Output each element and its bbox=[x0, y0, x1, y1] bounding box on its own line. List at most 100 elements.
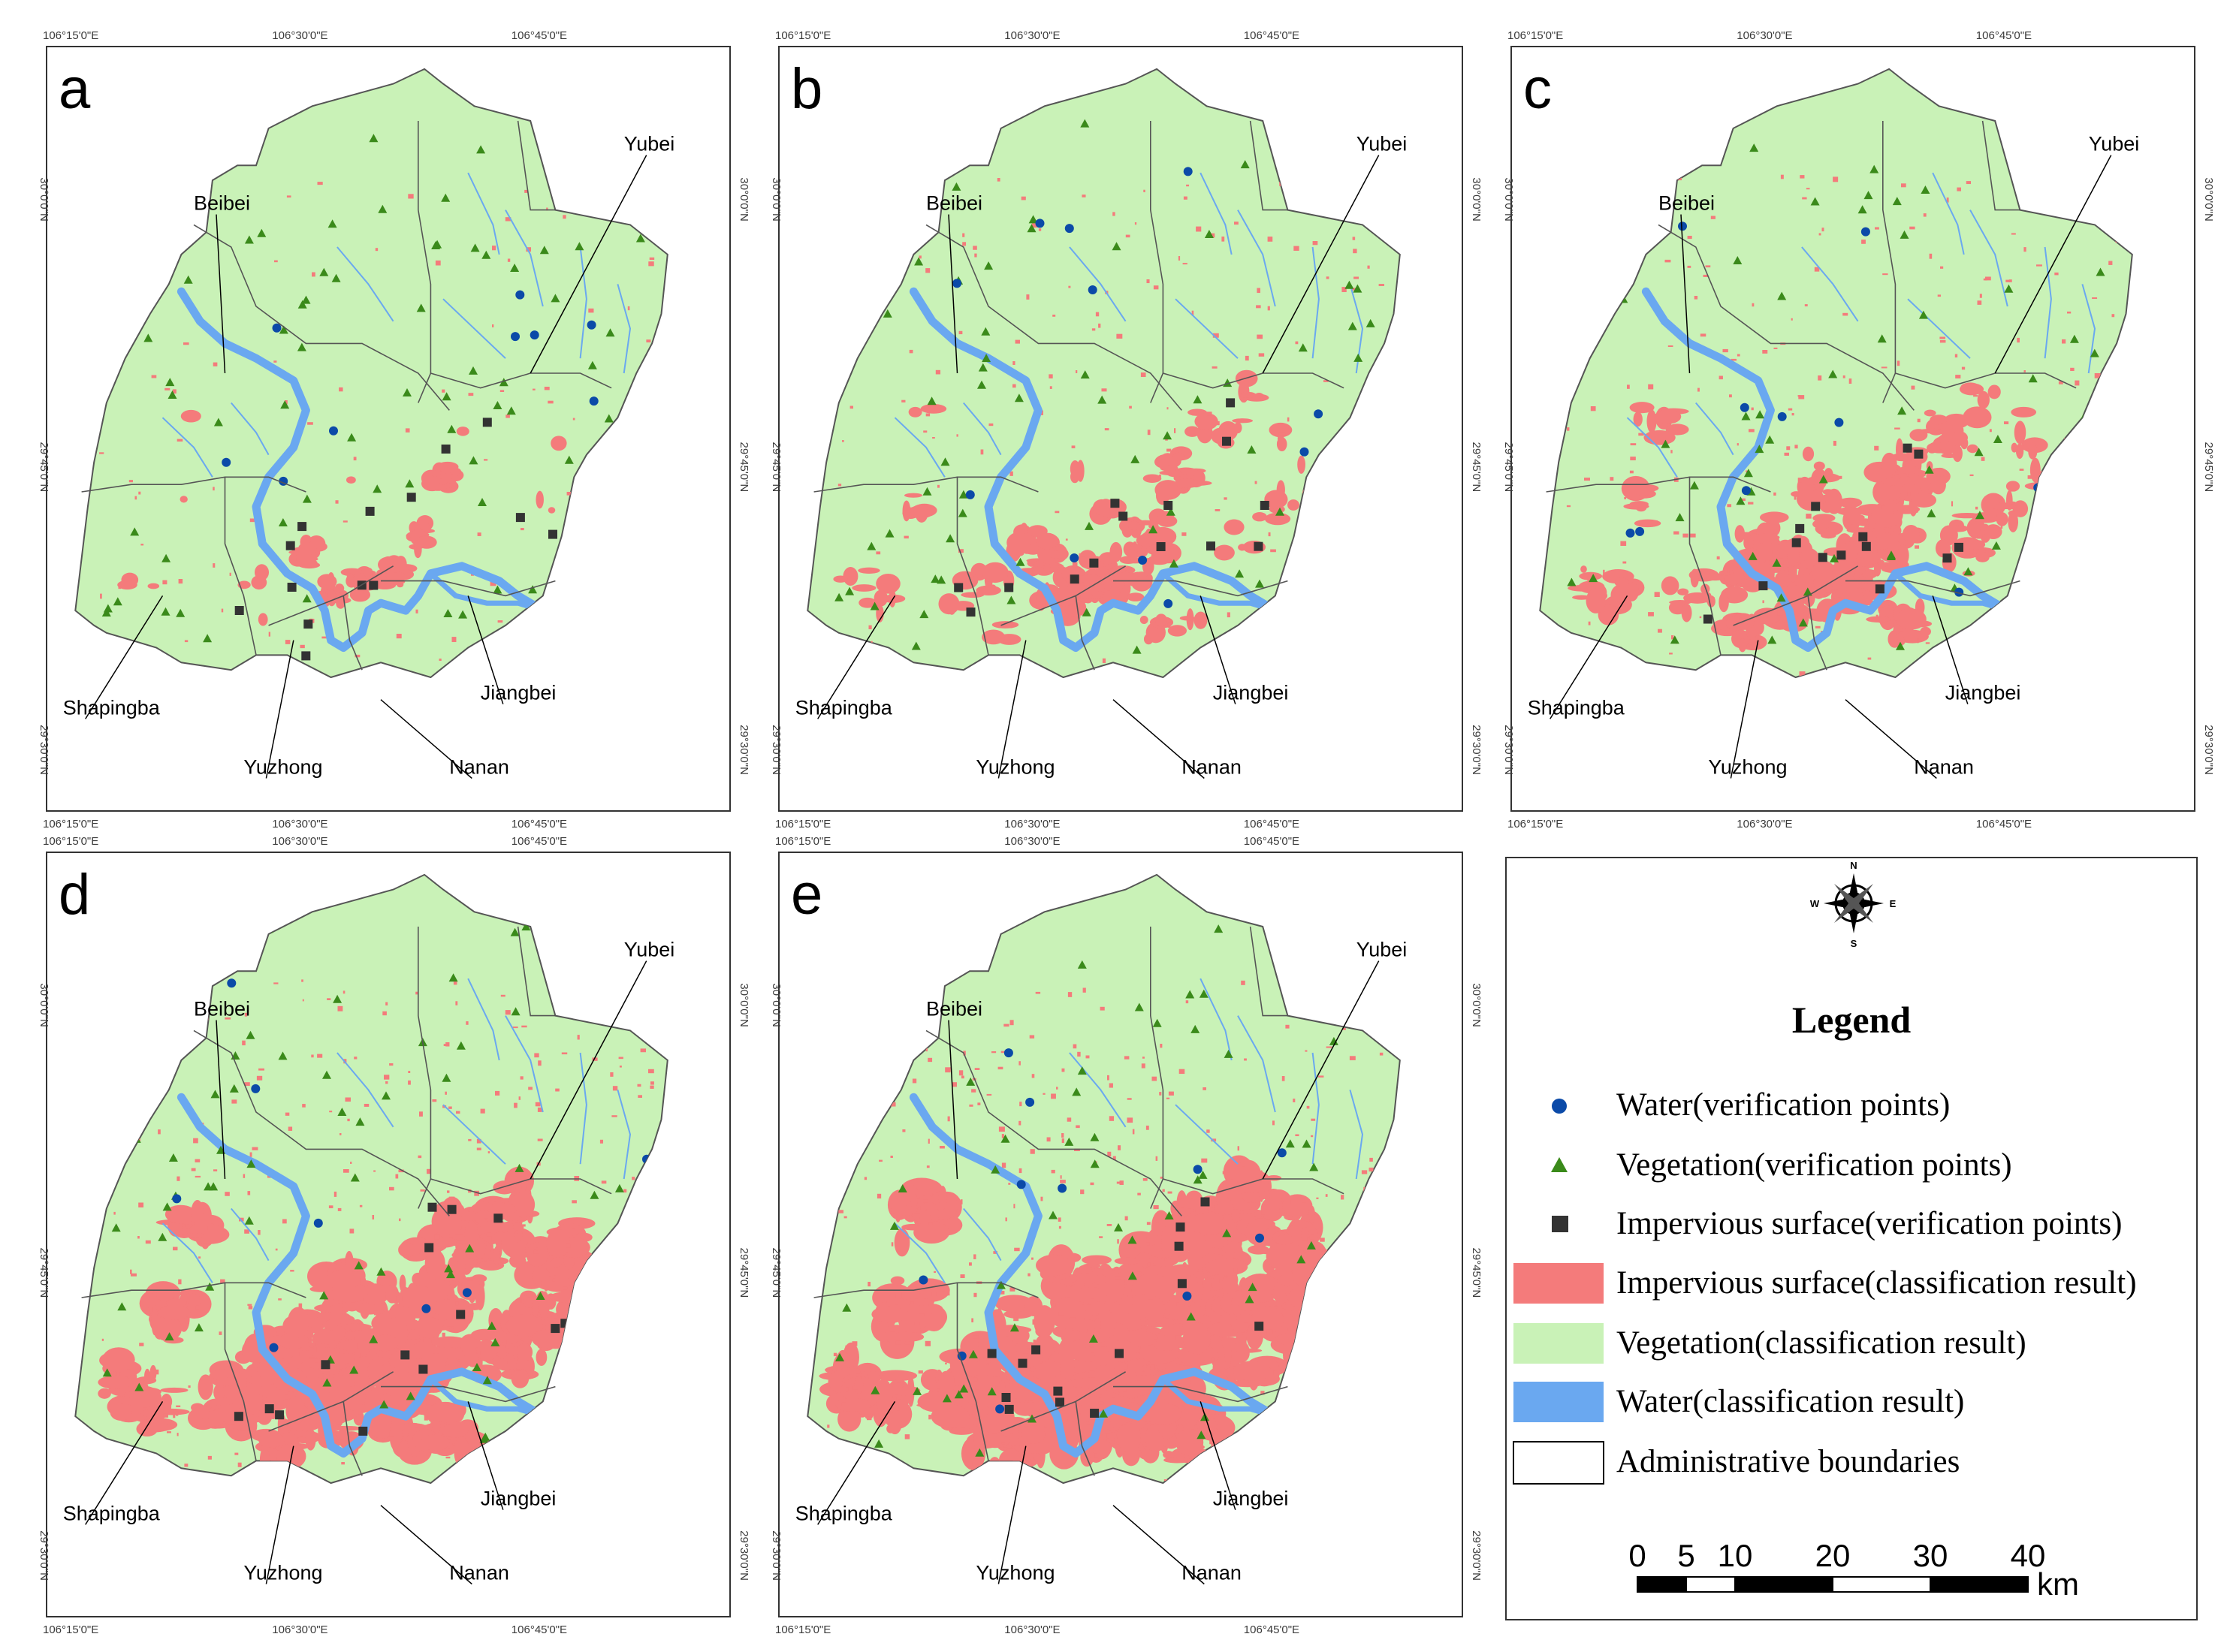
impervious-speckle bbox=[2011, 233, 2016, 235]
impervious-speckle bbox=[361, 1277, 365, 1280]
impervious-speckle bbox=[354, 1057, 358, 1060]
latitude-tick-left: 29°45'0"N bbox=[1502, 442, 1515, 493]
impervious-patch bbox=[1148, 554, 1171, 565]
vegetation-point bbox=[378, 204, 388, 213]
impervious-speckle bbox=[1353, 276, 1359, 279]
impervious-speckle bbox=[1038, 228, 1042, 231]
impervious-patch bbox=[191, 1200, 204, 1224]
impervious-speckle bbox=[1842, 375, 1845, 378]
district-boundary bbox=[1150, 927, 1164, 1209]
vegetation-point bbox=[1670, 635, 1679, 644]
water-point bbox=[587, 320, 596, 330]
leader-line bbox=[85, 1401, 164, 1525]
leader-line bbox=[1680, 214, 1691, 374]
impervious-speckle bbox=[1076, 370, 1078, 373]
impervious-speckle bbox=[358, 1412, 363, 1415]
impervious-point bbox=[1200, 1197, 1210, 1207]
impervious-speckle bbox=[1567, 427, 1570, 431]
vegetation-point bbox=[1924, 465, 1934, 474]
impervious-patch bbox=[888, 1413, 902, 1435]
stream bbox=[579, 1052, 587, 1165]
impervious-speckle bbox=[841, 1402, 846, 1406]
impervious-speckle bbox=[1710, 597, 1716, 602]
latitude-tick-left: 29°30'0"N bbox=[38, 725, 50, 775]
impervious-point bbox=[447, 1204, 457, 1214]
impervious-patch bbox=[198, 1374, 213, 1400]
impervious-speckle bbox=[1881, 366, 1888, 369]
impervious-speckle bbox=[302, 1104, 306, 1108]
map-panel-d: dBeibeiYubeiShapingbaYuzhongJiangbeiNana… bbox=[38, 835, 750, 1636]
impervious-speckle bbox=[447, 1190, 450, 1193]
impervious-speckle bbox=[867, 1416, 872, 1421]
district-label: Yuzhong bbox=[1708, 756, 1787, 779]
impervious-speckle bbox=[1368, 1167, 1374, 1172]
impervious-patch bbox=[516, 1343, 533, 1361]
impervious-speckle bbox=[398, 1169, 404, 1173]
impervious-speckle bbox=[592, 1057, 598, 1061]
vegetation-point bbox=[966, 1077, 976, 1086]
impervious-speckle bbox=[1814, 267, 1820, 272]
impervious-speckle bbox=[1031, 223, 1038, 228]
impervious-speckle bbox=[249, 1152, 252, 1157]
impervious-patch bbox=[1182, 1322, 1211, 1355]
district-boundary bbox=[381, 580, 556, 597]
impervious-speckle bbox=[1155, 1156, 1158, 1161]
impervious-speckle bbox=[1106, 1433, 1109, 1439]
impervious-patch bbox=[1862, 569, 1878, 579]
impervious-speckle bbox=[563, 1286, 568, 1290]
impervious-speckle bbox=[445, 1091, 447, 1095]
impervious-point bbox=[369, 580, 379, 590]
impervious-speckle bbox=[971, 1318, 973, 1323]
longitude-tick-bottom: 106°30'0"E bbox=[272, 1623, 327, 1636]
impervious-speckle bbox=[1215, 509, 1221, 511]
impervious-patch bbox=[991, 621, 1019, 629]
vegetation-point bbox=[1248, 1283, 1257, 1292]
impervious-speckle bbox=[1221, 237, 1225, 242]
impervious-patch bbox=[307, 1310, 318, 1328]
impervious-speckle bbox=[1159, 1258, 1165, 1262]
vegetation-point bbox=[1298, 343, 1308, 352]
impervious-patch bbox=[1239, 391, 1257, 398]
vegetation-point bbox=[978, 363, 988, 372]
impervious-speckle bbox=[312, 272, 315, 277]
water-point bbox=[1058, 1183, 1067, 1193]
impervious-speckle bbox=[1256, 305, 1261, 309]
impervious-speckle bbox=[1015, 339, 1021, 344]
impervious-patch bbox=[313, 1347, 340, 1360]
impervious-patch bbox=[326, 1270, 362, 1290]
impervious-speckle bbox=[1134, 222, 1137, 225]
impervious-speckle bbox=[1112, 1156, 1116, 1161]
district-label: Beibei bbox=[926, 192, 982, 215]
vegetation-point bbox=[472, 1363, 481, 1371]
impervious-speckle bbox=[947, 1116, 950, 1122]
impervious-speckle bbox=[999, 1291, 1005, 1295]
vegetation-point bbox=[176, 608, 186, 617]
vegetation-point bbox=[322, 1070, 331, 1079]
impervious-speckle bbox=[1241, 980, 1245, 985]
district-boundary bbox=[1075, 595, 1095, 671]
impervious-point bbox=[1795, 523, 1805, 533]
impervious-speckle bbox=[891, 1242, 894, 1247]
latitude-tick-right: 30°0'0"N bbox=[1470, 983, 1483, 1026]
impervious-speckle bbox=[1777, 610, 1783, 616]
impervious-patch bbox=[1094, 1317, 1101, 1332]
impervious-point bbox=[493, 1213, 503, 1223]
leader-line bbox=[1262, 960, 1380, 1180]
impervious-speckle bbox=[389, 1432, 394, 1436]
impervious-point bbox=[418, 1364, 428, 1374]
impervious-speckle bbox=[1151, 1076, 1157, 1081]
impervious-speckle bbox=[139, 1343, 144, 1346]
impervious-patch bbox=[1140, 1316, 1148, 1322]
impervious-speckle bbox=[958, 549, 964, 553]
vegetation-point bbox=[1198, 1170, 1208, 1179]
longitude-tick-top: 106°45'0"E bbox=[511, 29, 567, 42]
impervious-speckle bbox=[919, 1331, 924, 1334]
impervious-speckle bbox=[113, 1211, 116, 1215]
impervious-patch bbox=[258, 613, 268, 626]
scale-label: 0 bbox=[1628, 1538, 1646, 1573]
impervious-speckle bbox=[1129, 405, 1132, 409]
impervious-patch bbox=[1789, 574, 1821, 587]
impervious-patch bbox=[470, 1328, 500, 1341]
district-boundary bbox=[1845, 580, 2020, 597]
vegetation-point bbox=[922, 487, 932, 496]
